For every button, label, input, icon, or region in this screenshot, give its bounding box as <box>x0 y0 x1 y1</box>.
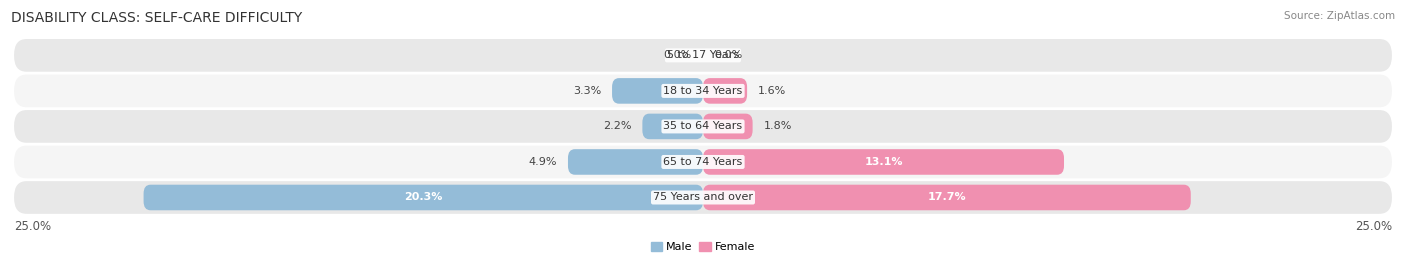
Legend: Male, Female: Male, Female <box>647 237 759 256</box>
FancyBboxPatch shape <box>612 78 703 104</box>
Text: 5 to 17 Years: 5 to 17 Years <box>666 50 740 60</box>
FancyBboxPatch shape <box>14 39 1392 72</box>
Text: 1.6%: 1.6% <box>758 86 786 96</box>
Text: DISABILITY CLASS: SELF-CARE DIFFICULTY: DISABILITY CLASS: SELF-CARE DIFFICULTY <box>11 11 302 25</box>
Text: 3.3%: 3.3% <box>572 86 600 96</box>
FancyBboxPatch shape <box>14 181 1392 214</box>
Text: 4.9%: 4.9% <box>529 157 557 167</box>
Text: Source: ZipAtlas.com: Source: ZipAtlas.com <box>1284 11 1395 21</box>
FancyBboxPatch shape <box>14 110 1392 143</box>
FancyBboxPatch shape <box>643 114 703 139</box>
Text: 2.2%: 2.2% <box>603 121 631 132</box>
FancyBboxPatch shape <box>703 78 747 104</box>
FancyBboxPatch shape <box>703 149 1064 175</box>
Text: 17.7%: 17.7% <box>928 193 966 203</box>
FancyBboxPatch shape <box>568 149 703 175</box>
Text: 0.0%: 0.0% <box>714 50 742 60</box>
FancyBboxPatch shape <box>143 185 703 210</box>
Text: 35 to 64 Years: 35 to 64 Years <box>664 121 742 132</box>
Text: 20.3%: 20.3% <box>404 193 443 203</box>
FancyBboxPatch shape <box>703 114 752 139</box>
Text: 65 to 74 Years: 65 to 74 Years <box>664 157 742 167</box>
Text: 18 to 34 Years: 18 to 34 Years <box>664 86 742 96</box>
Text: 0.0%: 0.0% <box>664 50 692 60</box>
Text: 25.0%: 25.0% <box>14 220 51 232</box>
FancyBboxPatch shape <box>14 146 1392 178</box>
Text: 25.0%: 25.0% <box>1355 220 1392 232</box>
FancyBboxPatch shape <box>14 75 1392 107</box>
Text: 75 Years and over: 75 Years and over <box>652 193 754 203</box>
Text: 1.8%: 1.8% <box>763 121 792 132</box>
Text: 13.1%: 13.1% <box>865 157 903 167</box>
FancyBboxPatch shape <box>703 185 1191 210</box>
